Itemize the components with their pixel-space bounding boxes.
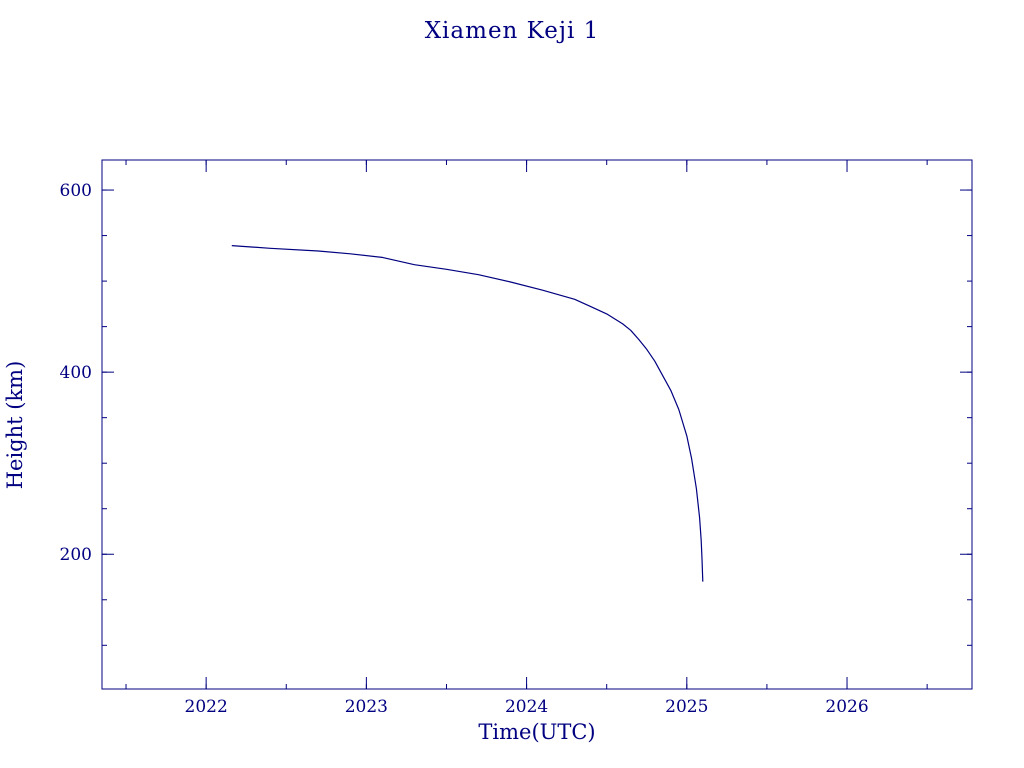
- x-tick-label: 2023: [345, 697, 388, 717]
- plot-frame: [101, 159, 973, 690]
- x-tick-label: 2026: [825, 697, 868, 717]
- series-line: [231, 245, 704, 582]
- y-axis-tick-labels: 200 400 600: [60, 181, 92, 565]
- y-axis-label: Height (km): [3, 361, 27, 490]
- chart-title: Xiamen Keji 1: [425, 18, 600, 44]
- y-axis-ticks: [102, 189, 972, 646]
- y-tick-label: 600: [60, 181, 92, 201]
- y-tick-label: 400: [60, 363, 92, 383]
- series-group: [231, 245, 704, 582]
- x-tick-label: 2025: [665, 697, 708, 717]
- x-tick-label: 2024: [505, 697, 548, 717]
- x-axis-label: Time(UTC): [478, 720, 595, 744]
- x-tick-label: 2022: [185, 697, 228, 717]
- x-axis-tick-labels: 2022 2023 2024 2025 2026: [185, 697, 869, 717]
- y-tick-label: 200: [60, 545, 92, 565]
- x-axis-ticks: [125, 160, 928, 689]
